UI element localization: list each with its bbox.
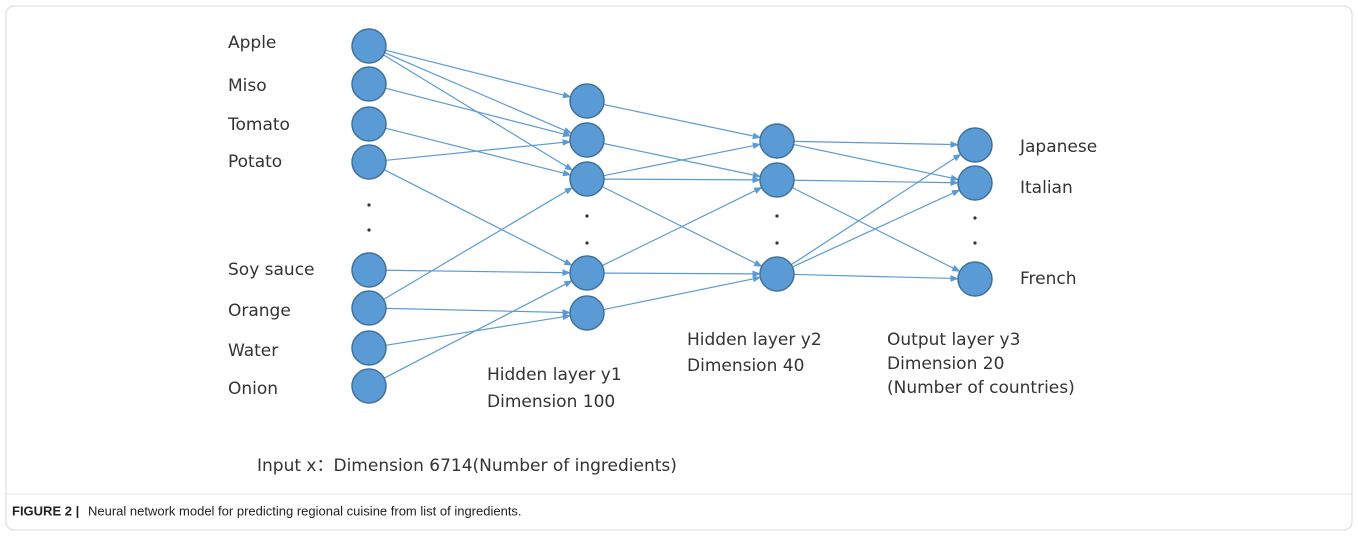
edge bbox=[793, 273, 959, 282]
input-label: Miso bbox=[228, 76, 267, 96]
ellipsis-dot bbox=[775, 214, 779, 218]
layer-dimension: Dimension 100 bbox=[487, 392, 615, 412]
input-label: Tomato bbox=[227, 115, 290, 135]
edge bbox=[790, 153, 962, 266]
layer-dimension: Dimension 40 bbox=[687, 356, 804, 376]
nodes bbox=[351, 28, 993, 404]
neuron bbox=[569, 255, 605, 291]
edge bbox=[383, 187, 574, 300]
input-label: Onion bbox=[228, 379, 278, 399]
output-label: French bbox=[1020, 269, 1077, 289]
layer-dimension: Dimension 20 bbox=[887, 354, 1004, 374]
ellipsis-dot bbox=[973, 216, 977, 220]
neuron bbox=[351, 66, 387, 102]
edge bbox=[793, 140, 959, 148]
neuron bbox=[957, 165, 993, 201]
input-caption: Input x：Dimension 6714(Number of ingredi… bbox=[257, 456, 677, 476]
edge bbox=[385, 139, 571, 161]
neuron bbox=[957, 127, 993, 163]
caption-label: FIGURE 2 | bbox=[12, 503, 79, 518]
edge bbox=[792, 189, 961, 268]
layer-title: Hidden layer y1 bbox=[487, 365, 622, 385]
edge bbox=[384, 52, 573, 134]
ellipsis-dot bbox=[367, 203, 371, 207]
ellipsis-dot bbox=[367, 228, 371, 232]
edge bbox=[603, 103, 762, 140]
neuron bbox=[759, 256, 795, 292]
neuron bbox=[351, 106, 387, 142]
neuron bbox=[351, 252, 387, 288]
edge bbox=[385, 269, 571, 277]
edge bbox=[793, 179, 959, 186]
edge bbox=[383, 280, 573, 379]
edge bbox=[791, 187, 961, 272]
edge bbox=[602, 186, 763, 267]
neuron bbox=[351, 290, 387, 326]
layer-title: Hidden layer y2 bbox=[687, 330, 822, 350]
edge bbox=[385, 313, 572, 346]
neuron bbox=[569, 295, 605, 331]
ellipsis-dot bbox=[585, 214, 589, 218]
neuron bbox=[351, 28, 387, 64]
neuron bbox=[759, 162, 795, 198]
edge bbox=[603, 142, 762, 177]
frame bbox=[5, 5, 1353, 531]
ellipsis-dot bbox=[973, 241, 977, 245]
input-label: Potato bbox=[228, 152, 282, 172]
edges bbox=[383, 49, 962, 379]
input-label: Soy sauce bbox=[228, 260, 315, 280]
neuron bbox=[569, 83, 605, 119]
edge bbox=[385, 49, 572, 99]
neuron bbox=[569, 122, 605, 158]
output-label: Japanese bbox=[1019, 137, 1097, 157]
ellipsis-dot bbox=[775, 241, 779, 245]
edge bbox=[603, 275, 762, 311]
edge bbox=[385, 307, 571, 316]
neuron bbox=[351, 330, 387, 366]
input-label: Orange bbox=[228, 301, 291, 321]
edge bbox=[385, 87, 572, 138]
neuron bbox=[569, 161, 605, 197]
edge bbox=[383, 169, 573, 266]
edge bbox=[603, 176, 761, 184]
edge bbox=[603, 270, 761, 278]
input-label: Apple bbox=[228, 33, 276, 53]
ellipsis-dot bbox=[585, 241, 589, 245]
layer-title: Output layer y3 bbox=[887, 330, 1020, 350]
caption-text: Neural network model for predicting regi… bbox=[88, 503, 522, 518]
output-label: Italian bbox=[1020, 178, 1073, 198]
input-label: Water bbox=[228, 341, 278, 361]
layer-note: (Number of countries) bbox=[887, 378, 1075, 398]
neuron bbox=[351, 368, 387, 404]
neuron bbox=[759, 123, 795, 159]
neuron bbox=[957, 261, 993, 297]
neuron bbox=[351, 144, 387, 180]
edge bbox=[793, 143, 960, 182]
